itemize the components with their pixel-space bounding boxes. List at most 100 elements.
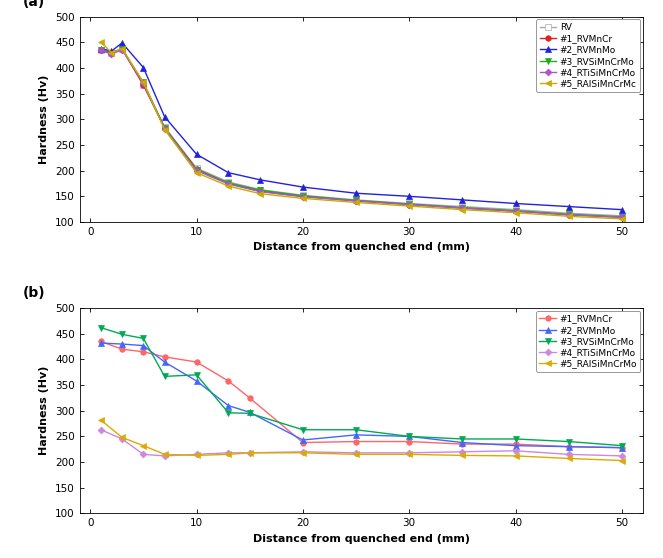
#3_RVSiMnCrMo <box>618 442 626 449</box>
#4_RTiSiMnCrMo <box>192 167 200 174</box>
RV <box>565 210 573 217</box>
#5_RAlSiMnCrMo <box>160 451 168 458</box>
#1_RVMnCr <box>458 441 466 448</box>
#3_RVSiMnCrMo <box>512 208 520 214</box>
Line: #2_RVMnMo: #2_RVMnMo <box>98 40 625 213</box>
#1_RVMnCr <box>257 188 265 195</box>
RV <box>160 124 168 131</box>
RV <box>97 47 105 54</box>
RV <box>299 192 307 199</box>
#4_RTiSiMnCrMo <box>618 214 626 220</box>
#5_RAlSiMnCrMo <box>192 452 200 459</box>
#5_RAlSiMnCrMc <box>107 49 115 56</box>
#1_RVMnCr <box>512 208 520 214</box>
RV <box>192 165 200 171</box>
#3_RVSiMnCrMo <box>97 324 105 331</box>
#1_RVMnCr <box>352 438 360 445</box>
#5_RAlSiMnCrMc <box>160 126 168 133</box>
#2_RVMnMo <box>618 206 626 213</box>
#1_RVMnCr <box>299 193 307 200</box>
#4_RTiSiMnCrMo <box>225 450 233 456</box>
#4_RTiSiMnCrMo <box>97 426 105 433</box>
#4_RTiSiMnCrMo <box>299 449 307 455</box>
#3_RVSiMnCrMo <box>192 166 200 173</box>
#2_RVMnMo <box>118 40 126 46</box>
#2_RVMnMo <box>160 113 168 120</box>
#5_RAlSiMnCrMc <box>405 203 413 209</box>
#4_RTiSiMnCrMo <box>512 448 520 454</box>
#3_RVSiMnCrMo <box>139 79 147 86</box>
#2_RVMnMo <box>512 200 520 207</box>
#3_RVSiMnCrMo <box>405 433 413 440</box>
#2_RVMnMo <box>565 203 573 210</box>
#4_RTiSiMnCrMo <box>405 201 413 208</box>
#3_RVSiMnCrMo <box>160 124 168 131</box>
#4_RTiSiMnCrMo <box>225 181 233 187</box>
#1_RVMnCr <box>405 201 413 208</box>
X-axis label: Distance from quenched end (mm): Distance from quenched end (mm) <box>253 242 470 252</box>
RV <box>352 196 360 203</box>
#3_RVSiMnCrMo <box>512 436 520 442</box>
#2_RVMnMo <box>192 151 200 157</box>
#3_RVSiMnCrMo <box>299 426 307 433</box>
Line: #4_RTiSiMnCrMo: #4_RTiSiMnCrMo <box>98 427 625 458</box>
RV <box>118 45 126 52</box>
#2_RVMnMo <box>405 193 413 200</box>
Text: (b): (b) <box>23 286 46 300</box>
#3_RVSiMnCrMo <box>565 211 573 218</box>
Line: RV: RV <box>98 46 625 219</box>
#1_RVMnCr <box>118 46 126 52</box>
#5_RAlSiMnCrMc <box>618 215 626 222</box>
#4_RTiSiMnCrMo <box>405 450 413 456</box>
#1_RVMnCr <box>192 166 200 172</box>
#3_RVSiMnCrMo <box>225 410 233 416</box>
Line: #5_RAlSiMnCrMc: #5_RAlSiMnCrMc <box>98 39 625 222</box>
#1_RVMnCr <box>97 338 105 345</box>
#2_RVMnMo <box>299 437 307 444</box>
Line: #4_RTiSiMnCrMo: #4_RTiSiMnCrMo <box>98 47 625 220</box>
#1_RVMnCr <box>618 444 626 451</box>
#4_RTiSiMnCrMo <box>139 80 147 87</box>
#1_RVMnCr <box>139 348 147 355</box>
RV <box>139 81 147 88</box>
#2_RVMnMo <box>458 196 466 203</box>
#2_RVMnMo <box>618 444 626 451</box>
#3_RVSiMnCrMo <box>118 331 126 338</box>
#3_RVSiMnCrMo <box>299 193 307 199</box>
#4_RTiSiMnCrMo <box>618 453 626 459</box>
#5_RAlSiMnCrMc <box>225 182 233 189</box>
#2_RVMnMo <box>565 443 573 450</box>
#5_RAlSiMnCrMo <box>405 451 413 458</box>
#4_RTiSiMnCrMo <box>352 450 360 456</box>
#4_RTiSiMnCrMo <box>139 451 147 458</box>
#5_RAlSiMnCrMc <box>192 170 200 176</box>
#3_RVSiMnCrMo <box>139 335 147 341</box>
Text: (a): (a) <box>23 0 46 8</box>
#3_RVSiMnCrMo <box>458 436 466 442</box>
#2_RVMnMo <box>139 64 147 71</box>
#1_RVMnCr <box>107 49 115 56</box>
#4_RTiSiMnCrMo <box>299 194 307 200</box>
#2_RVMnMo <box>97 45 105 52</box>
#2_RVMnMo <box>458 439 466 446</box>
#5_RAlSiMnCrMc <box>97 39 105 45</box>
#5_RAlSiMnCrMc <box>139 79 147 86</box>
#1_RVMnCr <box>225 378 233 384</box>
#5_RAlSiMnCrMo <box>352 451 360 458</box>
#5_RAlSiMnCrMc <box>352 199 360 206</box>
#3_RVSiMnCrMo <box>192 372 200 378</box>
#5_RAlSiMnCrMc <box>512 209 520 216</box>
#2_RVMnMo <box>225 402 233 409</box>
#4_RTiSiMnCrMo <box>257 189 265 195</box>
RV <box>225 179 233 185</box>
#5_RAlSiMnCrMo <box>458 452 466 459</box>
#5_RAlSiMnCrMo <box>299 450 307 456</box>
Line: #2_RVMnMo: #2_RVMnMo <box>98 340 625 450</box>
#4_RTiSiMnCrMo <box>246 450 254 456</box>
#3_RVSiMnCrMo <box>352 197 360 204</box>
RV <box>458 203 466 210</box>
Y-axis label: Hardness (Hv): Hardness (Hv) <box>39 75 49 164</box>
#2_RVMnMo <box>299 184 307 190</box>
#2_RVMnMo <box>246 409 254 416</box>
#4_RTiSiMnCrMo <box>512 208 520 214</box>
